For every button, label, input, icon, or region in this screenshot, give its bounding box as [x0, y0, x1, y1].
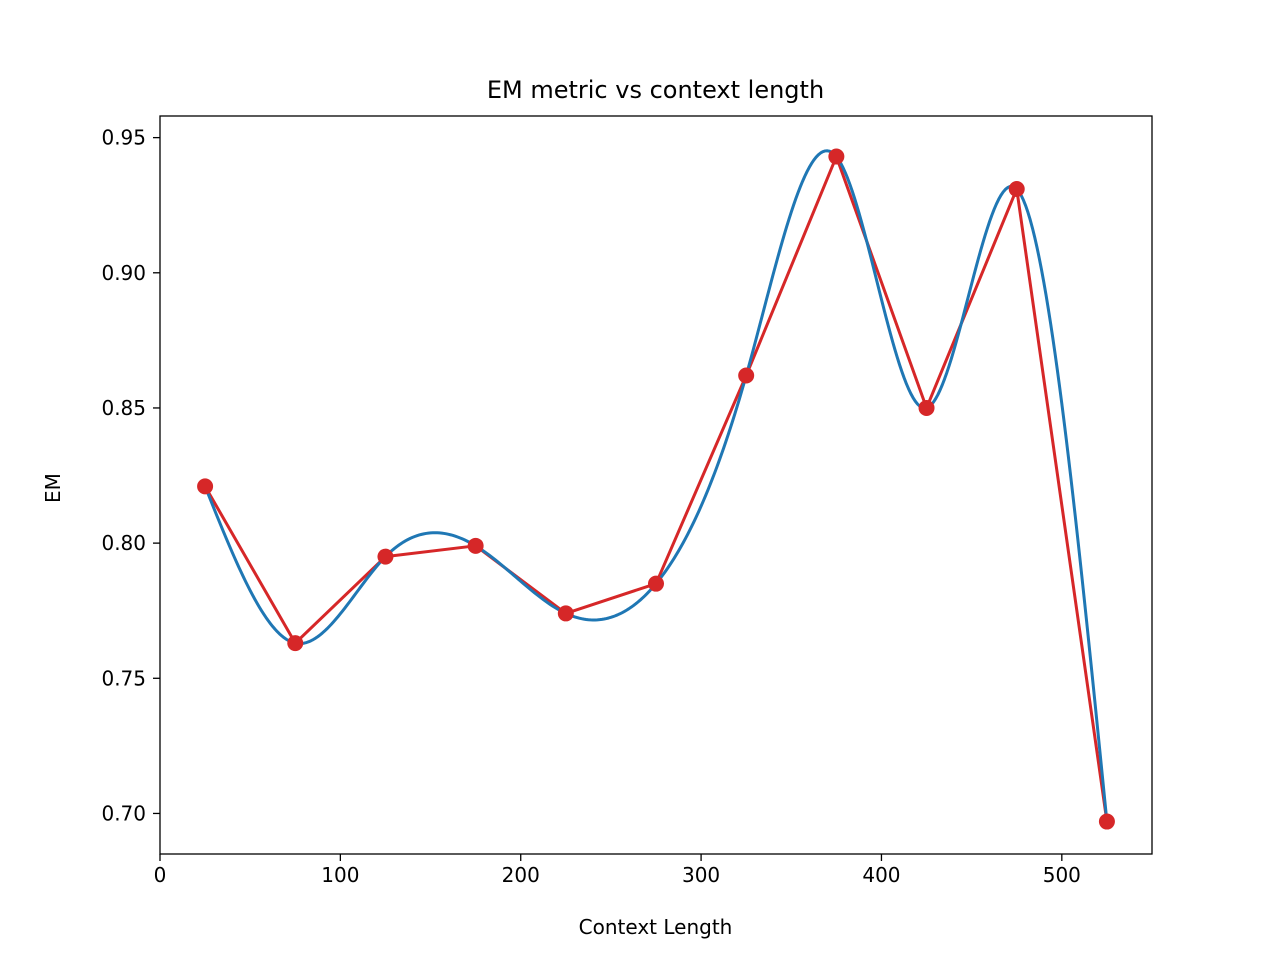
y-tick-label: 0.80: [101, 531, 146, 555]
x-tick-label: 500: [1043, 863, 1081, 887]
x-axis-label: Context Length: [579, 915, 733, 939]
y-tick-label: 0.70: [101, 801, 146, 825]
data-point: [918, 399, 935, 416]
x-tick-label: 300: [682, 863, 720, 887]
data-point: [467, 537, 484, 554]
plot-area: 0 100 200 300 400 500 0.70 0.75 0.80 0.85 0.90 0.95: [101, 115, 1153, 887]
y-tick-label: 0.90: [101, 261, 146, 285]
chart-title: EM metric vs context length: [487, 76, 824, 104]
data-point: [1098, 813, 1115, 830]
axes-frame: [159, 115, 1153, 855]
y-tick-label: 0.95: [101, 126, 146, 150]
x-tick-label: 100: [321, 863, 359, 887]
y-axis-label: EM: [41, 473, 65, 503]
data-point: [377, 548, 394, 565]
y-tick-label: 0.75: [101, 666, 146, 690]
data-point: [557, 605, 574, 622]
data-point: [1008, 180, 1025, 197]
x-tick-label: 200: [502, 863, 540, 887]
y-tick-label: 0.85: [101, 396, 146, 420]
x-tick-label: 0: [154, 863, 167, 887]
data-point: [828, 148, 845, 165]
data-point: [648, 575, 664, 592]
x-tick-label: 400: [862, 863, 900, 887]
data-point: [197, 478, 214, 495]
data-point: [738, 367, 755, 384]
data-point: [287, 635, 304, 652]
